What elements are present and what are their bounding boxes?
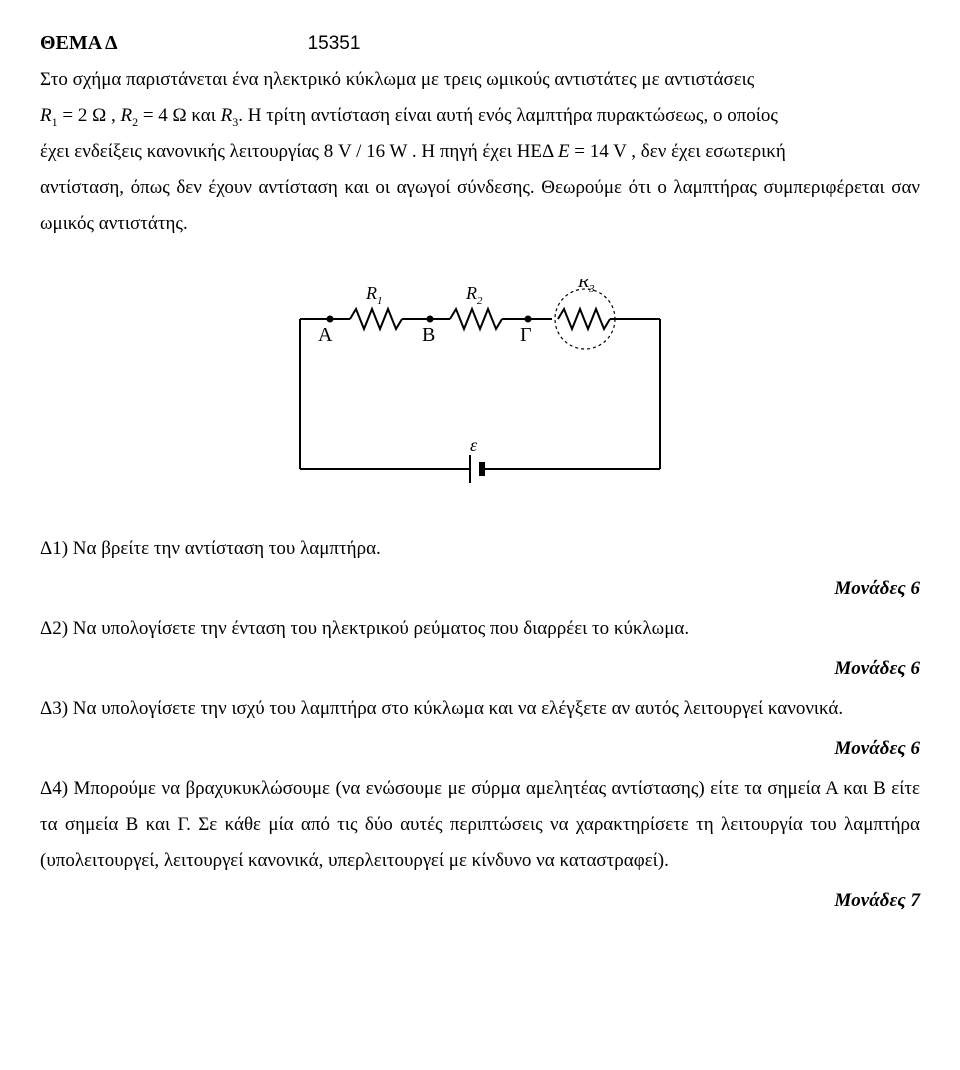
p1-text: Στο σχήμα παριστάνεται ένα ηλεκτρικό κύκ… (40, 69, 754, 90)
paragraph-2: έχει ενδείξεις κανονικής λειτουργίας 8 V… (40, 134, 920, 170)
sym-R2: R (120, 105, 132, 126)
marks-3: Μονάδες 6 (40, 731, 920, 767)
node-A-label: Α (318, 324, 333, 346)
paragraph-3: αντίσταση, όπως δεν έχουν αντίσταση και … (40, 170, 920, 242)
question-3: Δ3) Να υπολογίσετε την ισχύ του λαμπτήρα… (40, 691, 920, 727)
marks-2: Μονάδες 6 (40, 651, 920, 687)
node-G-label: Γ (520, 324, 532, 346)
eq1-text: = 2 Ω , (58, 105, 121, 126)
marks-4: Μονάδες 7 (40, 883, 920, 919)
eq2-text: = 4 Ω και (138, 105, 221, 126)
problem-number: 15351 (308, 26, 361, 62)
question-2: Δ2) Να υπολογίσετε την ένταση του ηλεκτρ… (40, 611, 920, 647)
circuit-svg: Α Β Γ R1 R2 R3 ε (270, 279, 690, 509)
marks-1: Μονάδες 6 (40, 571, 920, 607)
sym-R3: R (221, 105, 233, 126)
p2a-text: έχει ενδείξεις κανονικής λειτουργίας 8 V… (40, 141, 558, 162)
eq3-text: . Η τρίτη αντίσταση είναι αυτή ενός λαμπ… (238, 105, 778, 126)
page-title: ΘΕΜΑ Δ (40, 24, 118, 62)
label-eps: ε (470, 435, 478, 455)
paragraph-1b: R1 = 2 Ω , R2 = 4 Ω και R3. Η τρίτη αντί… (40, 98, 920, 134)
circuit-diagram: Α Β Γ R1 R2 R3 ε (40, 279, 920, 509)
p2e-text: = 14 V , δεν έχει εσωτερική (570, 141, 786, 162)
label-R2: R2 (465, 283, 483, 307)
paragraph-1: Στο σχήμα παριστάνεται ένα ηλεκτρικό κύκ… (40, 62, 920, 98)
label-R1: R1 (365, 283, 383, 307)
question-4: Δ4) Μπορούμε να βραχυκυκλώσουμε (να ενώσ… (40, 771, 920, 879)
sym-E: E (558, 141, 570, 162)
sym-R1: R (40, 105, 52, 126)
question-1: Δ1) Να βρείτε την αντίσταση του λαμπτήρα… (40, 531, 920, 567)
node-B-label: Β (422, 324, 435, 346)
label-R3: R3 (577, 279, 595, 295)
